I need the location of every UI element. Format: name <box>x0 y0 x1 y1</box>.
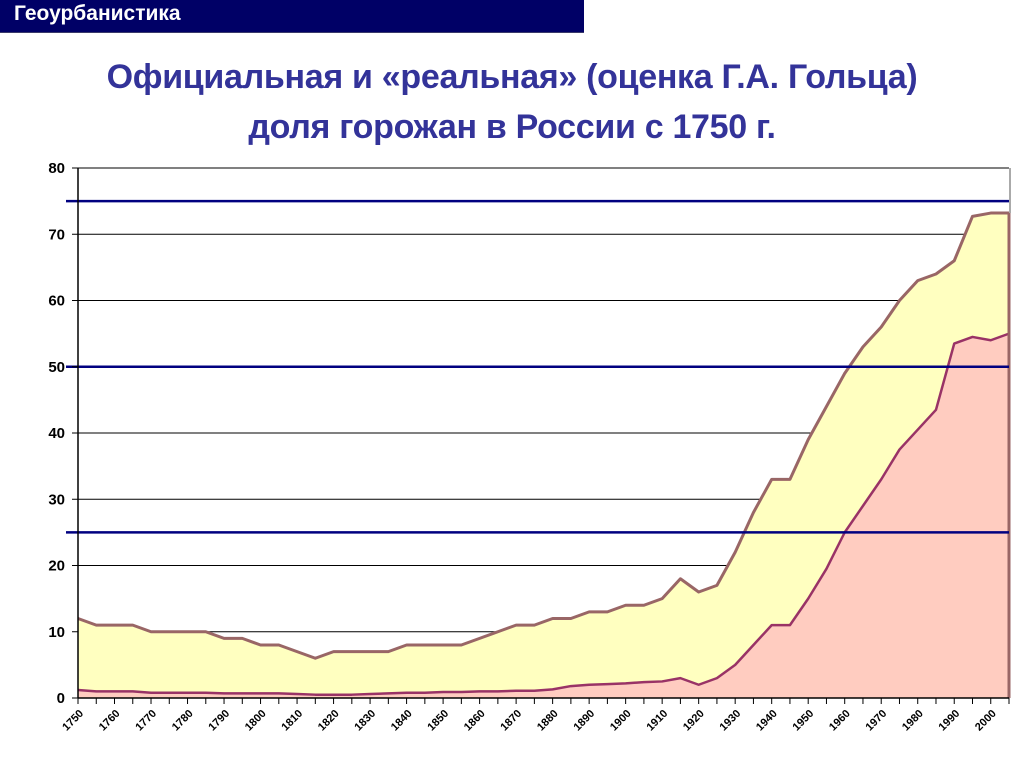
x-tick-label: 1770 <box>133 708 159 734</box>
x-tick-label: 1840 <box>389 708 415 734</box>
x-axis-ticks: 1750 1760 1770 1780 1790 1800 1810 1820 1830 1840… <box>60 698 1010 734</box>
x-tick-label: 1850 <box>425 708 451 734</box>
x-tick-label: 1800 <box>243 708 269 734</box>
x-tick-label: 1940 <box>754 708 780 734</box>
y-axis-ticks: 0 10 20 30 40 50 60 70 80 <box>48 160 78 707</box>
x-tick-label: 1920 <box>681 708 707 734</box>
y-tick-label: 40 <box>48 425 65 442</box>
x-tick-label: 1870 <box>498 708 524 734</box>
x-tick-label: 1900 <box>608 708 634 734</box>
x-tick-label: 1760 <box>97 708 123 734</box>
official-share-area <box>78 333 1009 698</box>
slide-title: Официальная и «реальная» (оценка Г.А. Го… <box>0 52 1024 152</box>
x-tick-label: 1750 <box>60 708 86 734</box>
data-areas <box>77 168 1011 699</box>
y-tick-label: 50 <box>48 359 65 376</box>
y-tick-label: 20 <box>48 558 65 575</box>
x-tick-label: 1860 <box>462 708 488 734</box>
y-tick-label: 10 <box>48 624 65 641</box>
x-tick-label: 1820 <box>316 708 342 734</box>
y-tick-label: 60 <box>48 293 65 310</box>
x-tick-label: 1960 <box>827 708 853 734</box>
x-tick-label: 1880 <box>535 708 561 734</box>
y-tick-label: 30 <box>48 491 65 508</box>
official-share-line <box>77 332 1010 696</box>
y-tick-label: 80 <box>48 160 65 177</box>
x-tick-label: 1810 <box>279 708 305 734</box>
real-share-area <box>78 213 1009 699</box>
x-tick-label: 1790 <box>206 708 232 734</box>
x-tick-label: 1910 <box>644 708 670 734</box>
x-tick-label: 1930 <box>717 708 743 734</box>
header-label: Геоурбанистика <box>14 2 181 25</box>
y-tick-label: 70 <box>48 226 65 243</box>
reference-lines <box>66 199 1009 534</box>
x-tick-label: 1780 <box>170 708 196 734</box>
x-tick-label: 1890 <box>571 708 597 734</box>
header-bar: Геоурбанистика <box>0 0 584 33</box>
x-tick-label: 2000 <box>973 708 999 734</box>
x-tick-label: 1950 <box>791 708 817 734</box>
x-tick-label: 1980 <box>900 708 926 734</box>
real-share-line <box>77 211 1009 660</box>
slide-title-line-1: Официальная и «реальная» (оценка Г.А. Го… <box>106 58 918 96</box>
x-tick-label: 1830 <box>352 708 378 734</box>
y-tick-label: 0 <box>57 690 65 707</box>
x-tick-label: 1970 <box>864 708 890 734</box>
slide-title-line-2: доля горожан в России с 1750 г. <box>248 108 776 146</box>
x-tick-label: 1990 <box>937 708 963 734</box>
